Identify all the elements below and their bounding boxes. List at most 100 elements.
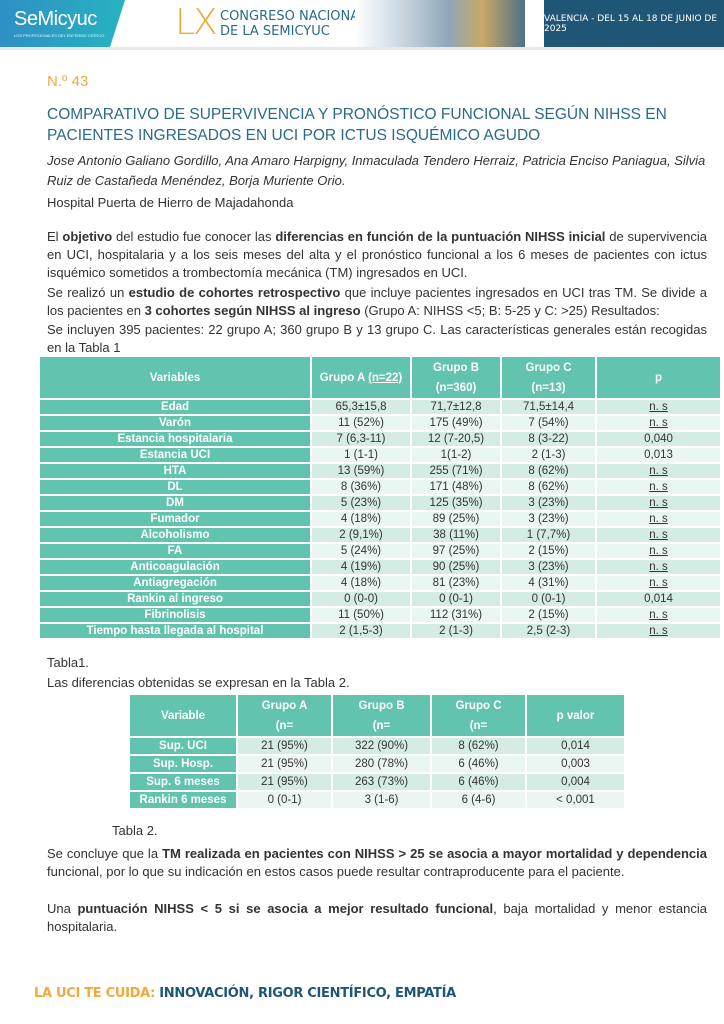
- table-cell: 6 (46%): [432, 756, 525, 772]
- table-cell: 0,014: [527, 738, 624, 754]
- congress-number: LX: [175, 2, 218, 43]
- table-cell: 13 (59%): [312, 464, 410, 478]
- table-row: DL 8 (36%) 171 (48%) 8 (62%) n. s: [40, 480, 720, 494]
- table-row: Estancia UCI 1 (1-1) 1(1-2) 2 (1-3) 0,013: [40, 448, 720, 462]
- table-cell: 0 (0-1): [412, 592, 500, 606]
- table-2: Variable Grupo A (n= Grupo B (n= Grupo C (n…: [128, 693, 626, 810]
- table-cell: 0,014: [597, 592, 720, 606]
- header-grupo-b: Grupo B (n=360): [412, 357, 500, 398]
- table-cell: 11 (50%): [312, 608, 410, 622]
- table-cell: 175 (49%): [412, 416, 500, 430]
- table-cell: 0 (0-1): [502, 592, 595, 606]
- table-cell: n. s: [597, 416, 720, 430]
- table-cell: 8 (62%): [502, 464, 595, 478]
- table-cell: 1(1-2): [412, 448, 500, 462]
- table-cell: 5 (24%): [312, 544, 410, 558]
- row-label: DL: [40, 480, 310, 494]
- authors: Jose Antonio Galiano Gordillo, Ana Amaro…: [47, 153, 706, 188]
- table-cell: n. s: [597, 544, 720, 558]
- row-label: Sup. 6 meses: [130, 774, 236, 790]
- table-cell: 38 (11%): [412, 528, 500, 542]
- table-cell: n. s: [597, 496, 720, 510]
- table-cell: n. s: [597, 400, 720, 414]
- row-label: DM: [40, 496, 310, 510]
- table-cell: 4 (19%): [312, 560, 410, 574]
- table-cell: 3 (23%): [502, 496, 595, 510]
- table-row: Rankin 6 meses 0 (0-1) 3 (1-6) 6 (4-6) < 0,0…: [130, 792, 624, 808]
- row-label: Tiempo hasta llegada al hospital: [40, 624, 310, 638]
- table-cell: 7 (54%): [502, 416, 595, 430]
- table-cell: 263 (73%): [333, 774, 430, 790]
- table-row: Sup. 6 meses 21 (95%) 263 (73%) 6 (46%) 0,00…: [130, 774, 624, 790]
- table-1: Variables Grupo A (n=22) Grupo B (n=360) …: [38, 355, 722, 640]
- table-row: Varón 11 (52%) 175 (49%) 7 (54%) n. s: [40, 416, 720, 430]
- header-variable: Variable: [130, 695, 236, 736]
- table-cell: 97 (25%): [412, 544, 500, 558]
- table-cell: 4 (18%): [312, 512, 410, 526]
- table-cell: 0,004: [527, 774, 624, 790]
- table-cell: 0,040: [597, 432, 720, 446]
- table-cell: n. s: [597, 624, 720, 638]
- table-cell: 8 (62%): [432, 738, 525, 754]
- logo-text: SeMicyuc: [14, 8, 97, 30]
- table-cell: 0 (0-1): [238, 792, 331, 808]
- table-cell: 71,7±12,8: [412, 400, 500, 414]
- row-label: FA: [40, 544, 310, 558]
- header-grupo-a: Grupo A (n=22): [312, 357, 410, 398]
- table-cell: 21 (95%): [238, 738, 331, 754]
- table-cell: 2 (1-3): [502, 448, 595, 462]
- hospital: Hospital Puerta de Hierro de Majadahonda: [47, 195, 294, 210]
- table-cell: 0,003: [527, 756, 624, 772]
- table-cell: n. s: [597, 464, 720, 478]
- congress-banner: SeMicyuc LOS PROFESIONALES DEL ENFERMO C…: [0, 0, 724, 47]
- table-cell: 2 (15%): [502, 608, 595, 622]
- table-cell: n. s: [597, 560, 720, 574]
- table-cell: n. s: [597, 480, 720, 494]
- table-row: HTA 13 (59%) 255 (71%) 8 (62%) n. s: [40, 464, 720, 478]
- logo-subtitle: LOS PROFESIONALES DEL ENFERMO CRÍTICO: [14, 33, 105, 38]
- header-p-valor: p valor: [527, 695, 624, 736]
- row-label: Sup. Hosp.: [130, 756, 236, 772]
- header-grupo-a: Grupo A (n=: [238, 695, 331, 736]
- row-label: Estancia hospitalaria: [40, 432, 310, 446]
- table-cell: < 0,001: [527, 792, 624, 808]
- semicyuc-logo: SeMicyuc LOS PROFESIONALES DEL ENFERMO C…: [0, 0, 125, 47]
- table-cell: 125 (35%): [412, 496, 500, 510]
- table-cell: 21 (95%): [238, 774, 331, 790]
- paragraph-conclusion: Se concluye que la TM realizada en pacie…: [47, 846, 707, 879]
- table-row: Alcoholismo 2 (9,1%) 38 (11%) 1 (7,7%) n. s: [40, 528, 720, 542]
- row-label: Rankin 6 meses: [130, 792, 236, 808]
- table-row: FA 5 (24%) 97 (25%) 2 (15%) n. s: [40, 544, 720, 558]
- paragraph-objective: El objetivo del estudio fue conocer las …: [47, 229, 707, 280]
- row-label: Rankin al ingreso: [40, 592, 310, 606]
- table-cell: 2 (15%): [502, 544, 595, 558]
- table-row: Antiagregación 4 (18%) 81 (23%) 4 (31%) n. s: [40, 576, 720, 590]
- table-cell: 8 (36%): [312, 480, 410, 494]
- row-label: Fumador: [40, 512, 310, 526]
- table-cell: 3 (23%): [502, 560, 595, 574]
- table-cell: 1 (1-1): [312, 448, 410, 462]
- paragraph-methods: Se realizó un estudio de cohortes retros…: [47, 285, 708, 318]
- table-cell: 2 (9,1%): [312, 528, 410, 542]
- paragraph-results: Se incluyen 395 pacientes: 22 grupo A; 3…: [47, 322, 707, 355]
- table-cell: 5 (23%): [312, 496, 410, 510]
- table-row: Sup. Hosp. 21 (95%) 280 (78%) 6 (46%) 0,003: [130, 756, 624, 772]
- paragraph-nihss-low: Una puntuación NIHSS < 5 si se asocia a …: [47, 901, 707, 934]
- congress-name: CONGRESO NACIONAL DE LA SEMICYUC: [220, 9, 367, 39]
- table-cell: 12 (7-20,5): [412, 432, 500, 446]
- table-row: DM 5 (23%) 125 (35%) 3 (23%) n. s: [40, 496, 720, 510]
- table-cell: n. s: [597, 512, 720, 526]
- table-1-caption: Tabla1.: [47, 655, 89, 670]
- table-cell: 7 (6,3-11): [312, 432, 410, 446]
- table-cell: 112 (31%): [412, 608, 500, 622]
- table-row: Tiempo hasta llegada al hospital 2 (1,5-3…: [40, 624, 720, 638]
- table-cell: 11 (52%): [312, 416, 410, 430]
- table-2-caption: Tabla 2.: [112, 823, 158, 838]
- table-cell: 65,3±15,8: [312, 400, 410, 414]
- row-label: Fibrinolisis: [40, 608, 310, 622]
- row-label: Estancia UCI: [40, 448, 310, 462]
- table-cell: 81 (23%): [412, 576, 500, 590]
- row-label: Varón: [40, 416, 310, 430]
- table-cell: 171 (48%): [412, 480, 500, 494]
- table-cell: 71,5±14,4: [502, 400, 595, 414]
